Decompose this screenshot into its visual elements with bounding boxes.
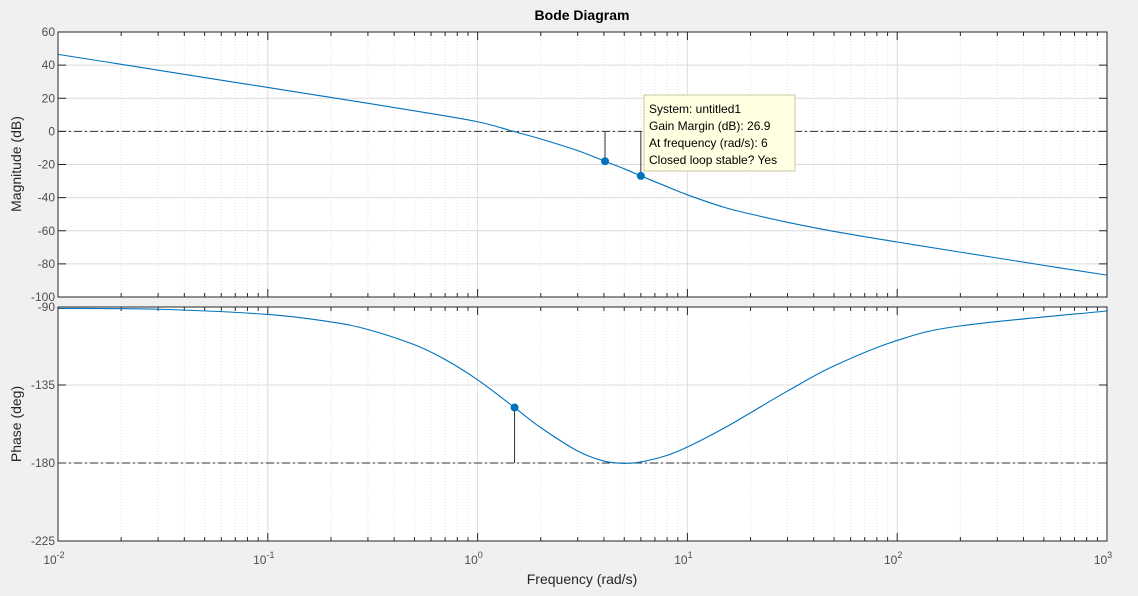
magnitude-y-tick-labels: -100 -80 -60 -40 -20 0 20 40 60: [31, 25, 55, 304]
frequency-tick-label: 100: [464, 550, 482, 567]
datatip-line: At frequency (rad/s): 6: [649, 136, 768, 150]
frequency-tick-label: 10-1: [253, 550, 274, 567]
frequency-tick-label: 102: [884, 550, 902, 567]
chart-title: Bode Diagram: [535, 7, 630, 23]
magnitude-y-tick-label: 60: [42, 25, 56, 39]
magnitude-y-axis-label: Magnitude (dB): [8, 116, 24, 212]
phase-markers[interactable]: [510, 403, 519, 463]
phase-y-tick-labels: -225 -180 -135 -90: [31, 300, 55, 548]
phase-axes-frame: [57, 306, 1108, 542]
datatip-line: System: untitled1: [649, 102, 741, 116]
frequency-tick-label: 103: [1094, 550, 1112, 567]
phase-axes[interactable]: -225 -180 -135 -90 Phase (deg): [8, 300, 1108, 548]
phase-curve-group: [57, 307, 1108, 464]
magnitude-axes-frame: [57, 31, 1108, 298]
magnitude-y-tick-label: 0: [48, 124, 55, 138]
magnitude-y-tick-label: -100: [31, 290, 55, 304]
phase-y-tick-label: -135: [31, 378, 55, 392]
phase-y-tick-label: -90: [38, 300, 56, 314]
phase-y-tick-label: -180: [31, 456, 55, 470]
phase-margin-marker[interactable]: [510, 403, 519, 412]
magnitude-y-tick-label: 20: [42, 91, 56, 105]
frequency-tick-labels: 10-2 10-1 100 101 102 103: [43, 550, 1112, 567]
margin-marker[interactable]: [636, 171, 645, 180]
magnitude-axes[interactable]: -100 -80 -60 -40 -20 0 20 40 60 Magnitude (dB): [8, 25, 1108, 304]
datatip-line: Gain Margin (dB): 26.9: [649, 119, 771, 133]
gain-margin-datatip[interactable]: System: untitled1 Gain Margin (dB): 26.9 A…: [643, 94, 796, 172]
magnitude-curve: [57, 53, 1108, 276]
phase-y-axis-label: Phase (deg): [8, 386, 24, 462]
magnitude-markers[interactable]: [601, 131, 645, 180]
phase-ticks: [57, 306, 1108, 542]
magnitude-y-tick-label: -80: [38, 257, 56, 271]
frequency-axis-label: Frequency (rad/s): [527, 571, 637, 587]
phase-plot-area[interactable]: [58, 307, 1107, 541]
magnitude-curve-group: [57, 53, 1108, 276]
margin-marker[interactable]: [601, 157, 610, 166]
frequency-tick-label: 101: [674, 550, 692, 567]
datatip-line: Closed loop stable? Yes: [649, 153, 777, 167]
magnitude-y-tick-label: -60: [38, 224, 56, 238]
frequency-tick-label: 10-2: [43, 550, 64, 567]
phase-y-tick-label: -225: [31, 534, 55, 548]
phase-curve: [57, 307, 1108, 464]
magnitude-y-tick-label: -40: [38, 191, 56, 205]
datatip-box: [643, 94, 796, 172]
magnitude-y-tick-label: -20: [38, 158, 56, 172]
magnitude-y-tick-label: 40: [42, 58, 56, 72]
